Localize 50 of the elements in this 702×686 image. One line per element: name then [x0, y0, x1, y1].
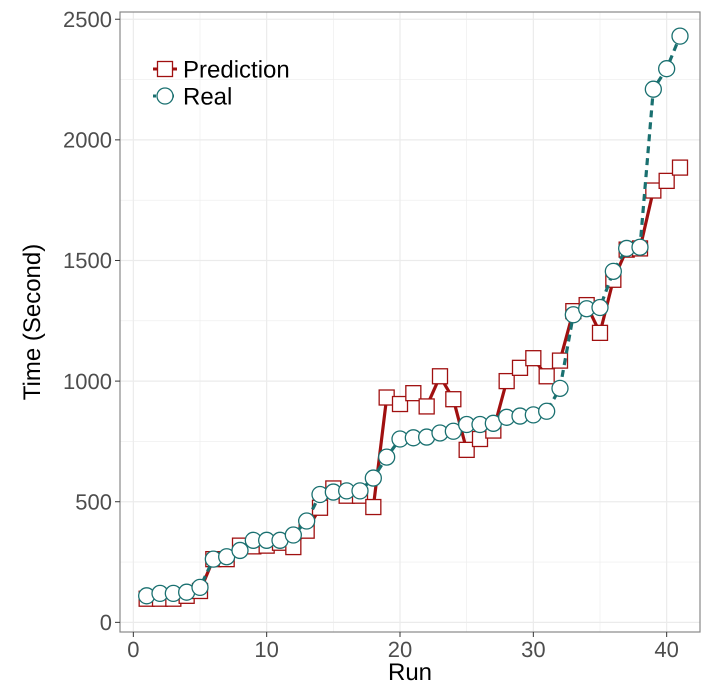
point — [432, 368, 448, 384]
point — [551, 380, 569, 397]
legend-label: Real — [183, 83, 232, 110]
point — [418, 428, 436, 446]
x-tick-label: 30 — [521, 637, 546, 662]
point — [418, 398, 435, 415]
point — [591, 298, 609, 316]
x-tick-label: 0 — [127, 637, 140, 662]
point — [525, 350, 542, 366]
y-tick-label: 500 — [75, 489, 112, 514]
point — [538, 368, 555, 384]
y-tick-label: 0 — [100, 610, 112, 636]
point — [658, 60, 676, 78]
point — [498, 372, 515, 390]
point — [671, 27, 689, 45]
point — [298, 512, 316, 530]
y-tick-label: 2500 — [63, 6, 112, 32]
legend-label: Prediction — [183, 56, 290, 84]
point — [658, 172, 675, 190]
point — [191, 578, 209, 596]
point — [484, 414, 502, 432]
point — [524, 406, 542, 424]
point — [405, 385, 422, 402]
point — [364, 469, 382, 487]
y-tick-label: 2000 — [63, 128, 112, 153]
x-tick-label: 40 — [654, 637, 679, 662]
point — [351, 482, 369, 500]
x-tick-label: 10 — [254, 637, 279, 662]
point — [178, 584, 196, 601]
point — [672, 159, 688, 176]
point — [592, 324, 608, 342]
x-tick-label: 20 — [388, 637, 412, 662]
point — [564, 306, 582, 324]
point — [378, 448, 396, 466]
point — [604, 262, 622, 280]
point — [231, 542, 249, 560]
point — [538, 402, 556, 420]
point — [271, 532, 289, 549]
x-axis-title: Run — [388, 659, 432, 686]
y-tick-label: 1500 — [63, 248, 112, 274]
point — [444, 422, 462, 440]
point — [458, 442, 475, 458]
point — [644, 80, 662, 98]
y-axis-title: Time (Second) — [19, 244, 46, 400]
point — [365, 498, 382, 516]
point — [445, 391, 462, 408]
point — [284, 526, 302, 544]
point — [392, 396, 408, 412]
y-tick-label: 1000 — [63, 368, 112, 394]
point — [512, 360, 528, 376]
